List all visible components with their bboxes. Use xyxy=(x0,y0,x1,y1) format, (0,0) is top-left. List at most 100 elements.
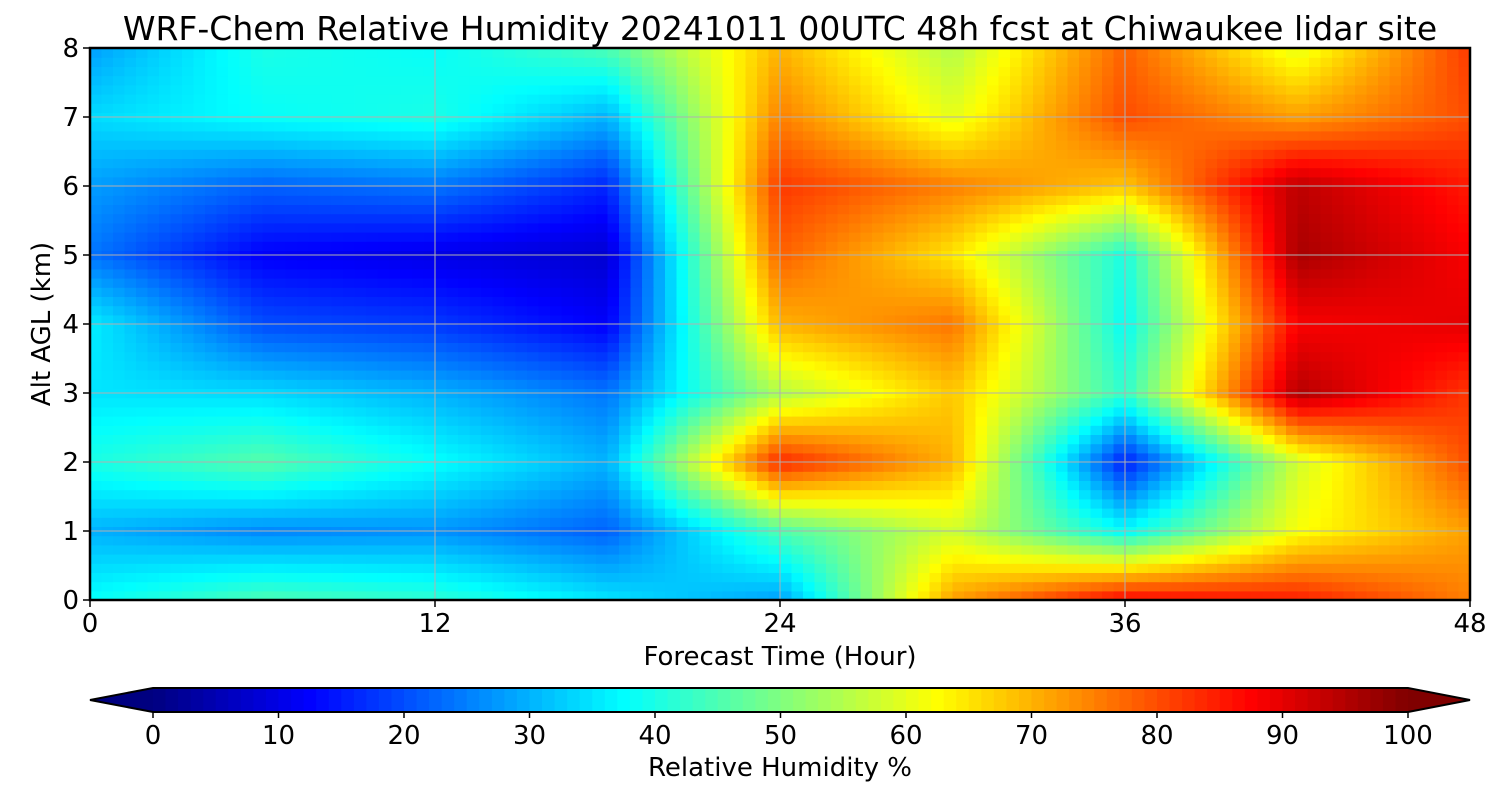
heatmap-cell xyxy=(147,305,160,316)
heatmap-cell xyxy=(216,287,229,297)
heatmap-cell xyxy=(1182,443,1195,454)
heatmap-cell xyxy=(757,443,770,454)
heatmap-cell xyxy=(113,563,126,573)
heatmap-cell xyxy=(538,360,551,371)
heatmap-cell xyxy=(274,259,287,270)
heatmap-cell xyxy=(929,351,942,362)
heatmap-cell xyxy=(607,232,620,242)
heatmap-cell xyxy=(504,268,517,279)
heatmap-cell xyxy=(343,462,356,472)
heatmap-cell xyxy=(918,232,931,242)
heatmap-cell xyxy=(768,278,781,288)
heatmap-cell xyxy=(642,462,655,472)
heatmap-cell xyxy=(1010,259,1023,270)
heatmap-cell xyxy=(699,425,712,435)
heatmap-cell xyxy=(1240,314,1253,325)
heatmap-cell xyxy=(653,342,666,353)
heatmap-cell xyxy=(699,324,712,334)
heatmap-cell xyxy=(550,517,563,527)
heatmap-cell xyxy=(1010,462,1023,472)
heatmap-cell xyxy=(124,305,137,316)
heatmap-cell xyxy=(1090,572,1103,583)
heatmap-cell xyxy=(1113,462,1126,472)
heatmap-cell xyxy=(803,379,816,389)
heatmap-cell xyxy=(1125,498,1138,509)
heatmap-cell xyxy=(837,351,850,362)
heatmap-cell xyxy=(400,416,413,426)
heatmap-cell xyxy=(688,489,701,500)
heatmap-cell xyxy=(113,213,126,224)
heatmap-cell xyxy=(1401,425,1414,435)
heatmap-cell xyxy=(665,268,678,279)
heatmap-cell xyxy=(860,379,873,389)
heatmap-cell xyxy=(1125,517,1138,527)
heatmap-cell xyxy=(1205,232,1218,242)
heatmap-cell xyxy=(607,498,620,509)
heatmap-cell xyxy=(1332,462,1345,472)
heatmap-cell xyxy=(1297,278,1310,288)
heatmap-cell xyxy=(124,434,137,445)
heatmap-cell xyxy=(665,434,678,445)
heatmap-cell xyxy=(239,480,252,491)
heatmap-cell xyxy=(872,232,885,242)
heatmap-cell xyxy=(975,351,988,362)
heatmap-cell xyxy=(1090,360,1103,371)
heatmap-cell xyxy=(538,434,551,445)
heatmap-cell xyxy=(228,434,241,445)
heatmap-cell xyxy=(872,544,885,555)
heatmap-cell xyxy=(849,471,862,481)
heatmap-cell xyxy=(1355,425,1368,435)
heatmap-cell xyxy=(1228,563,1241,573)
heatmap-cell xyxy=(285,222,298,233)
heatmap-cell xyxy=(929,333,942,343)
heatmap-cell xyxy=(1412,489,1425,500)
heatmap-cell xyxy=(1343,462,1356,472)
heatmap-cell xyxy=(320,517,333,527)
heatmap-cell xyxy=(1366,489,1379,500)
heatmap-cell xyxy=(458,333,471,343)
heatmap-cell xyxy=(768,572,781,583)
heatmap-cell xyxy=(285,544,298,555)
heatmap-cell xyxy=(1355,333,1368,343)
heatmap-cell xyxy=(849,416,862,426)
heatmap-cell xyxy=(147,462,160,472)
heatmap-cell xyxy=(573,498,586,509)
heatmap-cell xyxy=(676,581,689,592)
heatmap-cell xyxy=(849,590,862,600)
heatmap-cell xyxy=(504,425,517,435)
heatmap-cell xyxy=(964,480,977,491)
heatmap-cell xyxy=(1286,517,1299,527)
heatmap-cell xyxy=(1136,425,1149,435)
heatmap-cell xyxy=(262,544,275,555)
heatmap-cell xyxy=(366,498,379,509)
heatmap-cell xyxy=(251,259,264,270)
heatmap-cell xyxy=(561,462,574,472)
heatmap-cell xyxy=(400,360,413,371)
heatmap-cell xyxy=(193,471,206,481)
heatmap-cell xyxy=(308,434,321,445)
heatmap-cell xyxy=(262,425,275,435)
heatmap-cell xyxy=(1458,480,1470,491)
heatmap-cell xyxy=(849,480,862,491)
heatmap-cell xyxy=(849,406,862,417)
heatmap-cell xyxy=(918,508,931,518)
heatmap-cell xyxy=(1274,406,1287,417)
heatmap-cell xyxy=(1332,572,1345,583)
heatmap-cell xyxy=(941,241,954,251)
heatmap-cell xyxy=(1424,287,1437,297)
heatmap-cell xyxy=(1021,314,1034,325)
heatmap-cell xyxy=(412,434,425,445)
heatmap-cell xyxy=(1113,554,1126,564)
heatmap-cell xyxy=(1401,241,1414,251)
heatmap-cell xyxy=(205,278,218,288)
heatmap-cell xyxy=(1033,517,1046,527)
heatmap-cell xyxy=(699,443,712,454)
heatmap-cell xyxy=(228,452,241,463)
heatmap-cell xyxy=(1171,406,1184,417)
heatmap-cell xyxy=(1251,489,1264,500)
heatmap-cell xyxy=(1148,370,1161,380)
heatmap-cell xyxy=(688,462,701,472)
heatmap-cell xyxy=(1389,462,1402,472)
heatmap-cell xyxy=(481,590,494,600)
heatmap-cell xyxy=(366,342,379,353)
